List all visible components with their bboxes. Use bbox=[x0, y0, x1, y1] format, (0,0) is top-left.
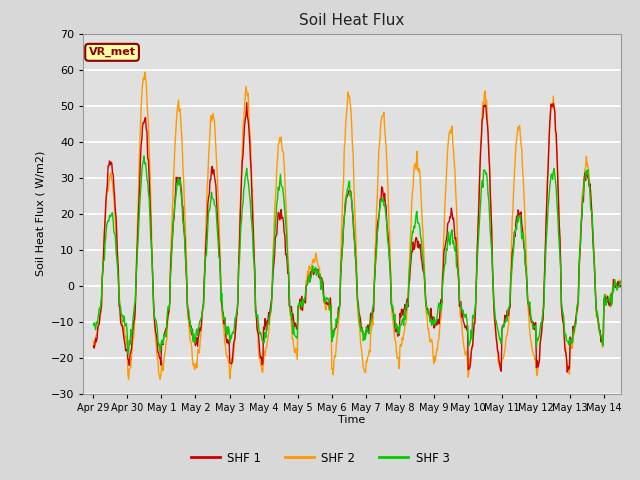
X-axis label: Time: Time bbox=[339, 415, 365, 425]
Legend: SHF 1, SHF 2, SHF 3: SHF 1, SHF 2, SHF 3 bbox=[186, 447, 454, 469]
Y-axis label: Soil Heat Flux ( W/m2): Soil Heat Flux ( W/m2) bbox=[35, 151, 45, 276]
Text: VR_met: VR_met bbox=[88, 47, 136, 58]
Title: Soil Heat Flux: Soil Heat Flux bbox=[300, 13, 404, 28]
